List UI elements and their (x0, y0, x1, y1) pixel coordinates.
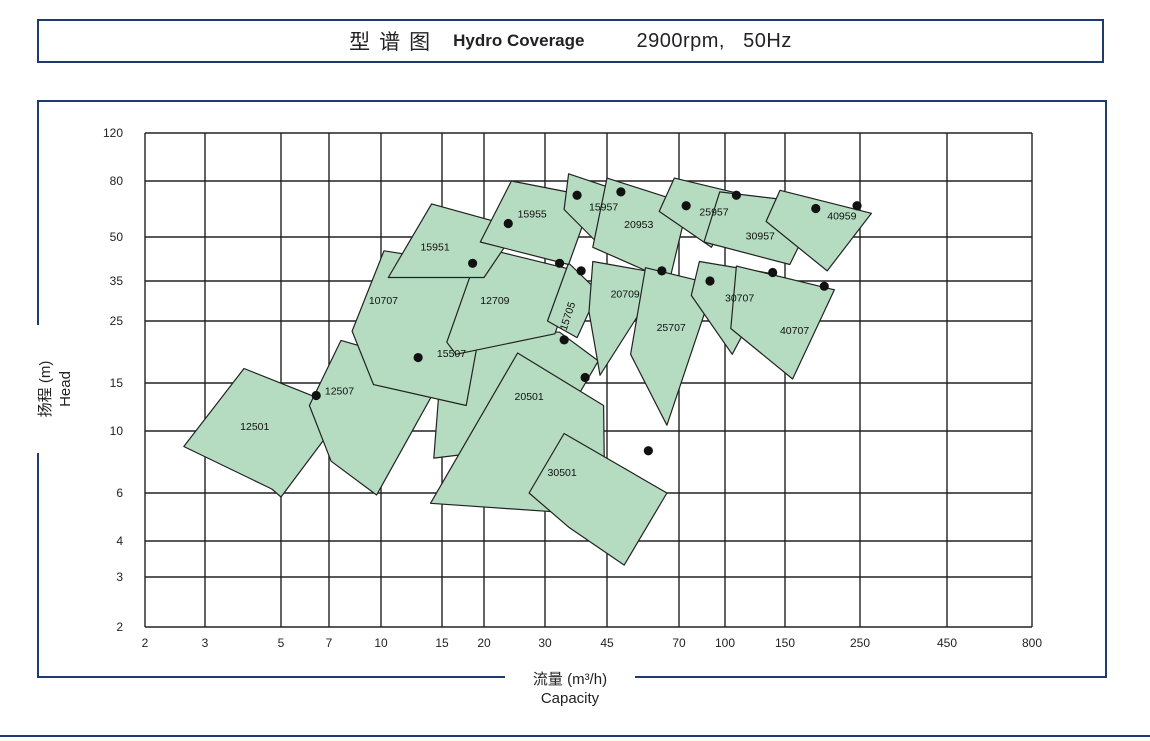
title-spec: 2900rpm, 50Hz (636, 29, 792, 52)
duty-point-20709 (657, 266, 667, 276)
duty-point-15955 (572, 190, 582, 200)
title-chinese: 型谱图 (349, 30, 440, 54)
x-tick-label: 7 (326, 636, 333, 650)
model-label-15957: 15957 (589, 201, 618, 213)
y-tick-label: 2 (116, 620, 123, 634)
model-label-30501: 30501 (548, 467, 577, 479)
model-label-20953: 20953 (624, 219, 653, 231)
y-tick-label: 15 (110, 376, 124, 390)
y-tick-label: 120 (103, 126, 123, 140)
duty-point-15957 (616, 187, 626, 197)
duty-point-40959 (852, 201, 862, 211)
duty-point-12709 (554, 258, 565, 268)
duty-point-15705 (576, 266, 586, 276)
x-tick-label: 150 (775, 636, 795, 650)
x-tick-label: 450 (937, 636, 957, 650)
model-label-10707: 10707 (369, 295, 398, 307)
model-label-15955: 15955 (518, 208, 547, 220)
y-tick-label: 4 (116, 534, 123, 548)
model-label-25957: 25957 (699, 206, 728, 218)
x-tick-label: 5 (278, 636, 285, 650)
model-label-40959: 40959 (827, 210, 856, 222)
x-tick-label: 250 (850, 636, 870, 650)
duty-point-15507 (559, 335, 569, 345)
duty-point-30957 (811, 203, 821, 214)
y-tick-label: 80 (110, 174, 124, 188)
model-label-30707: 30707 (725, 292, 754, 304)
bottom-rule (0, 735, 1150, 737)
y-tick-label: 25 (110, 314, 124, 328)
duty-point-12501 (311, 390, 321, 401)
y-tick-label: 35 (110, 274, 124, 288)
duty-point-20501 (580, 372, 590, 383)
duty-point-25707 (705, 276, 715, 286)
x-tick-label: 3 (202, 636, 209, 650)
region-30501 (528, 432, 668, 566)
model-label-40707: 40707 (780, 325, 809, 337)
title-box: 型谱图 Hydro Coverage 2900rpm, 50Hz (37, 19, 1104, 63)
x-axis-title-en: Capacity (541, 690, 600, 707)
x-tick-label: 100 (715, 636, 735, 650)
x-tick-label: 10 (374, 636, 388, 650)
y-tick-label: 10 (110, 424, 124, 438)
x-tick-label: 20 (477, 636, 491, 650)
duty-point-15951 (503, 218, 513, 229)
y-tick-label: 6 (116, 486, 123, 500)
pump-regions (183, 173, 873, 566)
tick-labels: 2 3 5 7 10 15 20 30 45 70 100 150 250 450 800234610152… (103, 126, 1042, 650)
duty-point-12507 (413, 352, 423, 363)
duty-point-40707 (819, 281, 829, 291)
model-label-30957: 30957 (746, 230, 775, 242)
duty-point-20953 (681, 201, 691, 211)
model-label-12501: 12501 (240, 421, 269, 433)
x-tick-label: 45 (600, 636, 614, 650)
model-label-12709: 12709 (480, 295, 509, 307)
y-axis-title-en: Head (57, 371, 74, 407)
x-tick-label: 2 (142, 636, 149, 650)
x-tick-label: 15 (435, 636, 449, 650)
region-40959 (765, 189, 873, 272)
model-label-20501: 20501 (515, 391, 544, 403)
model-label-20709: 20709 (611, 288, 640, 300)
duty-points (311, 187, 862, 456)
y-tick-label: 50 (110, 230, 124, 244)
duty-point-10707 (468, 258, 478, 268)
region-12501 (183, 367, 348, 498)
axis-title-x-mask (505, 668, 635, 690)
x-axis-title-zh: 流量 (m³/h) (533, 671, 607, 688)
x-tick-label: 70 (672, 636, 686, 650)
duty-point-30707 (768, 267, 778, 278)
duty-point-25957 (731, 190, 741, 200)
model-label-15951: 15951 (420, 242, 449, 254)
axis-title-y-mask (30, 325, 46, 453)
title-english: Hydro Coverage (453, 31, 585, 50)
x-tick-label: 800 (1022, 636, 1042, 650)
model-label-12507: 12507 (325, 386, 354, 398)
model-label-25707: 25707 (657, 322, 686, 334)
region-40707 (730, 265, 836, 380)
x-tick-label: 30 (538, 636, 552, 650)
y-axis-title-zh: 扬程 (m) (37, 361, 54, 418)
y-tick-label: 3 (116, 570, 123, 584)
model-label-15507: 15507 (437, 348, 466, 360)
duty-point-30501 (643, 446, 653, 456)
